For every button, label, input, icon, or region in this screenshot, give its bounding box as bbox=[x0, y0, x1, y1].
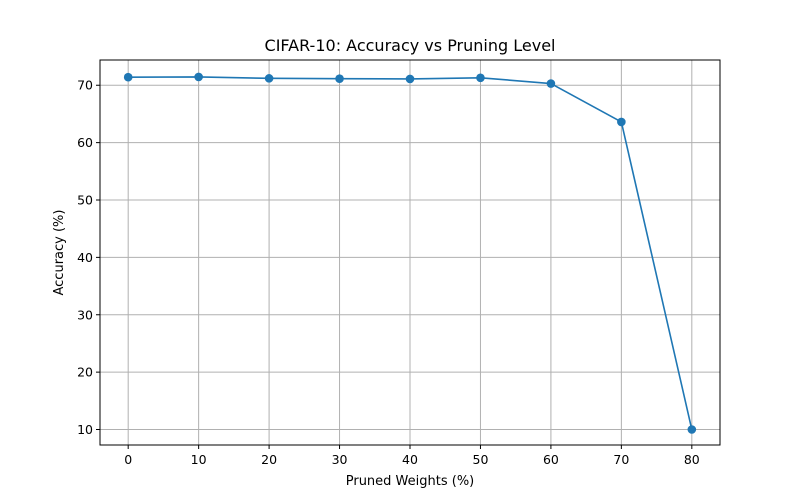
data-point bbox=[476, 73, 485, 83]
plot-frame bbox=[99, 59, 721, 446]
data-point bbox=[617, 117, 626, 127]
x-tick-label: 40 bbox=[402, 452, 418, 467]
x-tick-label: 10 bbox=[191, 452, 207, 467]
y-tick-label: 20 bbox=[77, 365, 93, 380]
x-tick-label: 50 bbox=[473, 452, 489, 467]
y-tick-label: 50 bbox=[77, 193, 93, 208]
x-tick-label: 0 bbox=[124, 452, 132, 467]
data-point bbox=[546, 79, 556, 88]
x-tick-label: 30 bbox=[332, 452, 348, 467]
y-tick-label: 40 bbox=[77, 250, 93, 265]
y-tick-label: 70 bbox=[77, 78, 93, 93]
x-tick-label: 20 bbox=[261, 452, 277, 467]
data-point bbox=[123, 72, 133, 82]
grid bbox=[100, 60, 720, 445]
x-tick-label: 80 bbox=[684, 452, 700, 467]
axis-ticks: 0 10 20 30 40 50 60 70 80 10 20 30 40 50 60 70 bbox=[77, 78, 700, 467]
chart-title: CIFAR-10: Accuracy vs Pruning Level bbox=[265, 36, 556, 55]
y-axis-label: Accuracy (%) bbox=[52, 210, 67, 296]
x-tick-label: 70 bbox=[613, 452, 629, 467]
y-tick-label: 10 bbox=[77, 422, 93, 437]
y-tick-label: 30 bbox=[77, 307, 93, 322]
x-axis-label: Pruned Weights (%) bbox=[346, 474, 475, 489]
data-point bbox=[194, 72, 203, 82]
data-point bbox=[264, 74, 274, 83]
x-tick-label: 60 bbox=[543, 452, 559, 467]
series-layer bbox=[123, 72, 697, 434]
data-point bbox=[405, 74, 415, 84]
data-point bbox=[335, 74, 344, 83]
data-point bbox=[687, 425, 697, 434]
y-tick-label: 60 bbox=[77, 135, 93, 150]
